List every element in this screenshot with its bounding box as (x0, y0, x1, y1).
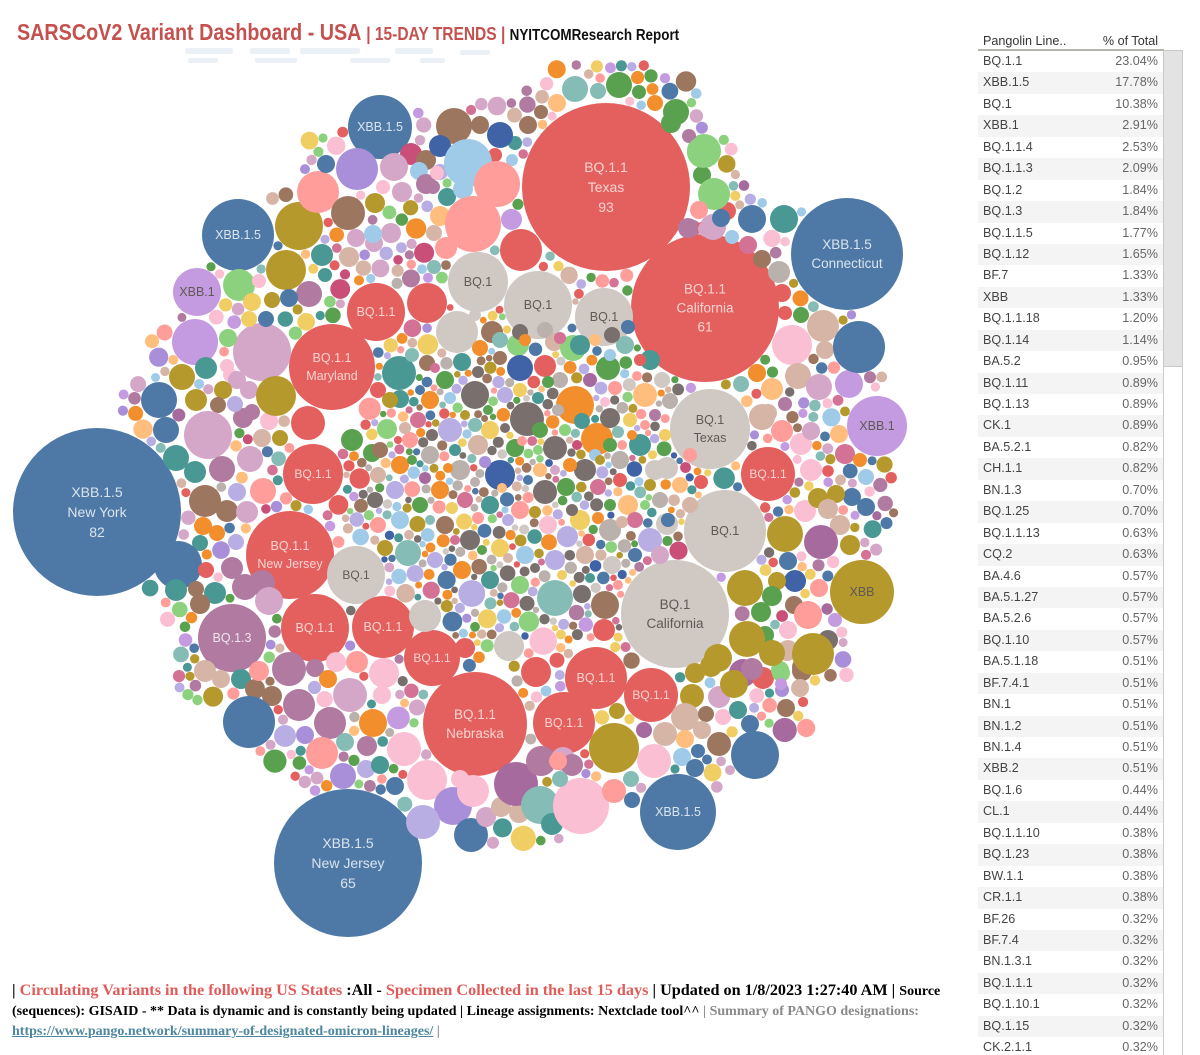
svg-text:XBB: XBB (849, 585, 874, 599)
svg-text:BQ.1.1: BQ.1.1 (413, 651, 451, 665)
svg-text:BQ.1: BQ.1 (524, 298, 553, 312)
svg-text:California: California (676, 301, 734, 316)
svg-text:BQ.1.1: BQ.1.1 (749, 467, 787, 481)
svg-text:XBB.1.5: XBB.1.5 (357, 120, 403, 134)
svg-text:BQ.1.1: BQ.1.1 (357, 305, 396, 319)
svg-text:BQ.1.1: BQ.1.1 (271, 539, 310, 553)
svg-text:BQ.1: BQ.1 (696, 413, 725, 427)
svg-text:Texas: Texas (694, 431, 727, 445)
svg-text:BQ.1: BQ.1 (342, 568, 370, 582)
svg-text:Texas: Texas (588, 179, 625, 195)
svg-text:XBB.1.5: XBB.1.5 (71, 484, 123, 500)
svg-text:XBB.1.5: XBB.1.5 (822, 237, 872, 252)
svg-text:BQ.1.1: BQ.1.1 (545, 716, 584, 730)
svg-text:BQ.1: BQ.1 (590, 310, 619, 324)
svg-text:BQ.1.1: BQ.1.1 (577, 671, 616, 685)
svg-text:BQ.1: BQ.1 (711, 524, 740, 538)
svg-text:93: 93 (598, 199, 614, 215)
svg-text:BQ.1.3: BQ.1.3 (213, 631, 252, 645)
svg-text:82: 82 (89, 524, 105, 540)
svg-text:BQ.1.1: BQ.1.1 (364, 620, 403, 634)
svg-text:California: California (646, 616, 704, 631)
svg-text:New Jersey: New Jersey (311, 855, 384, 871)
svg-text:BQ.1.1: BQ.1.1 (632, 688, 670, 702)
svg-text:BQ.1.1: BQ.1.1 (584, 159, 628, 175)
svg-text:BQ.1: BQ.1 (464, 275, 493, 289)
svg-text:BQ.1.1: BQ.1.1 (313, 351, 352, 365)
svg-text:Maryland: Maryland (306, 369, 357, 383)
svg-text:XBB.1.5: XBB.1.5 (215, 228, 261, 242)
svg-text:XBB.1.5: XBB.1.5 (322, 835, 374, 851)
svg-text:61: 61 (697, 320, 712, 335)
svg-text:BQ.1.1: BQ.1.1 (454, 707, 496, 722)
svg-text:New Jersey: New Jersey (257, 557, 323, 571)
svg-text:Nebraska: Nebraska (446, 726, 504, 741)
svg-text:BQ.1.1: BQ.1.1 (294, 467, 332, 481)
svg-text:BQ.1.1: BQ.1.1 (684, 281, 726, 296)
svg-text:BQ.1.1: BQ.1.1 (296, 621, 335, 635)
svg-text:New York: New York (67, 504, 127, 520)
svg-text:Connecticut: Connecticut (811, 256, 883, 271)
svg-text:XBB.1.5: XBB.1.5 (655, 805, 701, 819)
svg-text:XBB.1: XBB.1 (859, 419, 894, 433)
svg-text:BQ.1: BQ.1 (660, 597, 691, 612)
svg-text:65: 65 (340, 875, 356, 891)
svg-text:XBB.1: XBB.1 (179, 285, 214, 299)
